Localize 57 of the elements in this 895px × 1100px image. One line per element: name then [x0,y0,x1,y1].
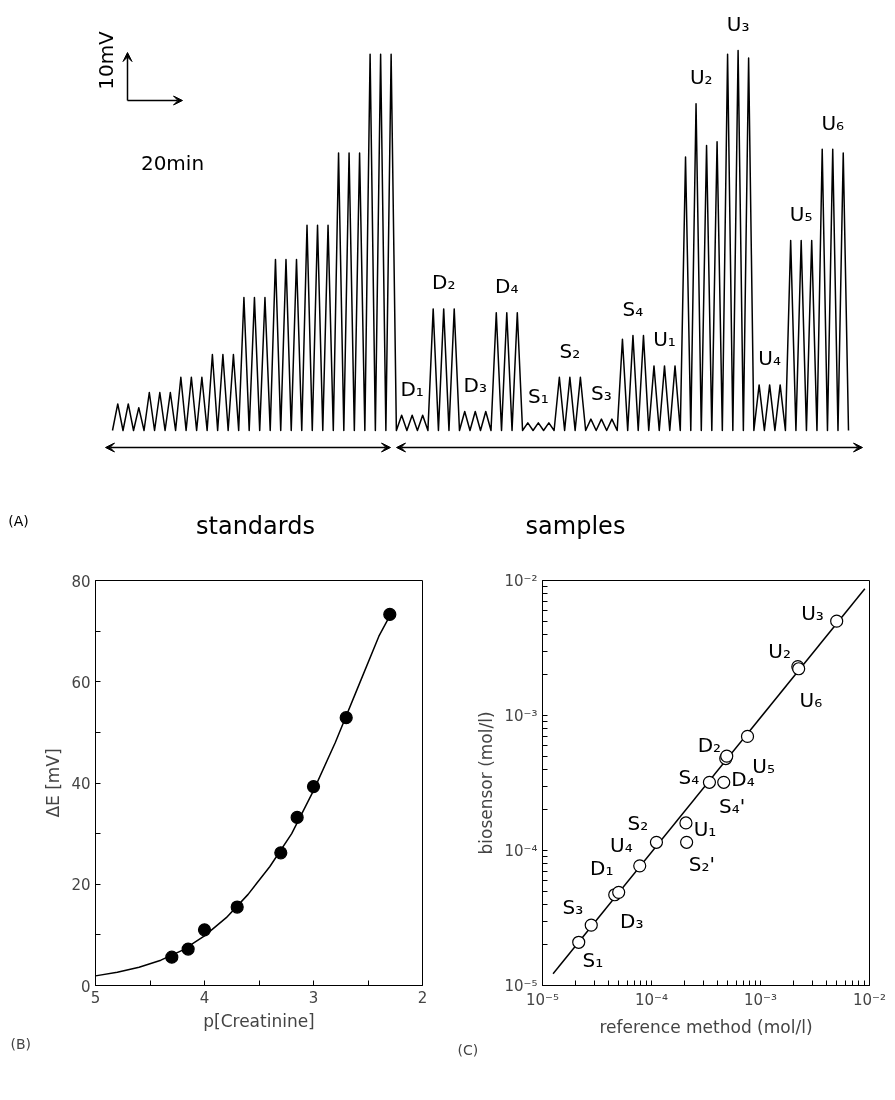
annotation: D₃ [463,372,487,397]
annotation: 20min [140,150,205,175]
annotation: U₄ [610,832,633,857]
y-tick-label: 10⁻⁴ [504,841,538,860]
y-tick-label: 10⁻² [504,571,538,590]
x-tick-label: 10⁻⁵ [525,990,560,1009]
annotation: D₂ [431,270,456,295]
y-axis-title: ΔE [mV] [43,748,64,818]
annotation: D₂ [697,733,722,758]
annotation: D₄ [495,274,519,299]
annotation: S₂ [627,810,649,835]
text: (C) [457,1041,479,1058]
text: U₃ [726,11,750,36]
annotation: S₁ [582,947,604,972]
annotation: U₂ [689,65,713,90]
y-tick-label: 40 [71,775,91,793]
annotation: S₃ [591,380,612,405]
text: (A) [8,512,29,529]
text: samples [525,511,626,540]
annotation: U₂ [768,639,792,664]
annotation: S₃ [562,895,584,920]
annotation: U₁ [693,817,717,842]
annotation: U₅ [752,754,776,779]
annotation: S₄' [719,793,746,818]
y-tick-label: 20 [71,876,91,895]
x-tick-label: 10⁻² [852,990,887,1009]
annotation: U₅ [789,201,813,226]
annotation: D₄ [731,766,755,791]
x-tick-label: 2 [417,988,428,1007]
annotation: S₄ [622,296,644,321]
annotation: S₂ [559,338,581,363]
x-tick-label: 3 [308,988,319,1007]
y-tick-label: 60 [71,673,91,692]
annotation: D₁ [590,856,614,881]
y-axis-title: biosensor (mol/l) [476,711,497,855]
annotation: U₄ [758,346,781,371]
annotation: D₁ [400,376,424,401]
x-axis-title: reference method (mol/l) [599,1016,813,1037]
y-tick-label: 0 [80,977,91,996]
annotation: S₁ [527,384,549,409]
x-tick-label: 5 [90,988,101,1007]
annotation: U₁ [653,327,676,352]
annotation: U₆ [821,110,845,135]
text: standards [196,511,315,540]
y-tick-label: 10⁻³ [504,706,538,725]
annotation: U₆ [799,688,823,713]
annotation: U₃ [801,601,824,626]
x-tick-label: 10⁻³ [743,990,778,1009]
annotation: 10mV [93,30,118,90]
x-axis-title: p[Creatinine] [203,1010,315,1031]
annotation: S₄ [678,765,700,790]
annotation: D₃ [620,909,644,934]
annotation: S₂' [688,851,716,876]
y-tick-label: 80 [71,572,91,591]
x-tick-label: 10⁻⁴ [634,990,669,1009]
text: (B) [10,1035,32,1052]
x-tick-label: 4 [199,988,210,1007]
